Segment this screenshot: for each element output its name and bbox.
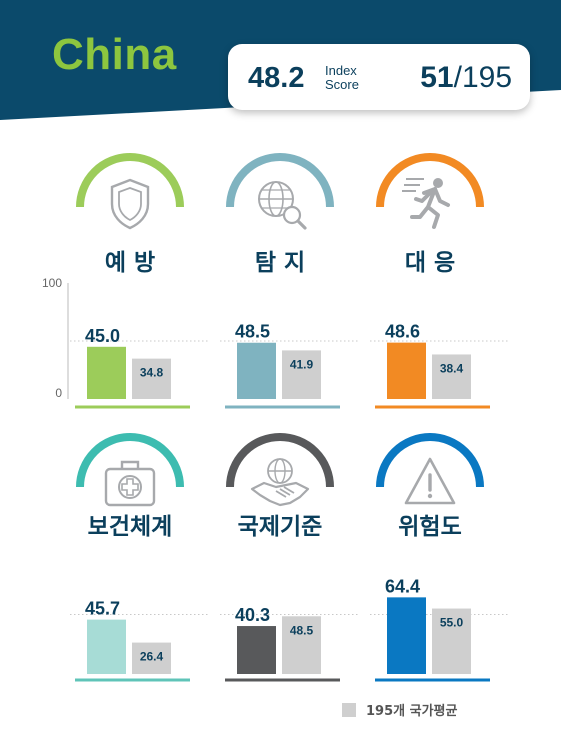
bar-average [282, 350, 321, 399]
rank-total: /195 [453, 61, 512, 94]
category-label: 보건체계 [88, 514, 173, 540]
gauge-arc [226, 433, 334, 488]
bar-average-value: 41.9 [290, 357, 314, 371]
bar-average-value: 48.5 [290, 623, 314, 637]
category-label: 국제기준 [238, 514, 323, 540]
bar-average [282, 616, 321, 674]
bar-average-value: 26.4 [140, 650, 164, 664]
rank: 51/195 [420, 61, 512, 95]
rank-value: 51 [420, 61, 454, 94]
globe-magnifier-icon [258, 181, 307, 230]
bar-average [432, 608, 471, 674]
running-person-icon [402, 178, 450, 229]
bar-average [132, 358, 171, 399]
bar-average [432, 354, 471, 399]
shield-icon [110, 178, 150, 230]
bar-country [87, 619, 126, 674]
gauge-arc [76, 153, 184, 208]
category-label: 탐 지 [255, 250, 305, 276]
y-tick-label: 100 [42, 276, 62, 290]
bar-country-value: 45.0 [85, 326, 120, 346]
index-score-label: Index Score [325, 64, 359, 92]
bar-average [132, 642, 171, 674]
gauge-arc [376, 433, 484, 488]
bar-average-value: 38.4 [440, 361, 464, 375]
index-score-label-line2: Score [325, 77, 359, 92]
bar-country-value: 45.7 [85, 599, 120, 619]
bar-country [387, 597, 426, 674]
legend: 195개 국가평균 [342, 700, 457, 719]
score-card: 48.2 Index Score 51/195 [228, 44, 530, 110]
bar-country-value: 40.3 [235, 605, 270, 625]
legend-label: 195개 국가평균 [366, 704, 458, 719]
bar-country [237, 626, 276, 674]
handshake-globe-icon [250, 458, 310, 507]
index-score-label-line1: Index [325, 63, 357, 78]
bar-country-value: 48.5 [235, 322, 270, 342]
bar-country [237, 342, 276, 399]
gauge-arc [76, 433, 184, 488]
index-score-value: 48.2 [248, 62, 305, 94]
bar-average-value: 34.8 [140, 366, 164, 380]
category-label: 예 방 [105, 250, 155, 276]
bar-country [387, 342, 426, 399]
first-aid-kit-icon [104, 460, 156, 507]
bar-average-value: 55.0 [440, 616, 464, 630]
category-label: 위험도 [398, 514, 461, 540]
bar-country-value: 64.4 [385, 576, 420, 596]
warning-triangle-icon [404, 457, 456, 505]
gauge-arc [226, 153, 334, 208]
y-tick-label: 0 [55, 386, 62, 400]
category-label: 대 응 [405, 250, 455, 276]
gauge-arc [376, 153, 484, 208]
country-title: China [52, 30, 177, 79]
legend-swatch [342, 702, 356, 717]
bar-country-value: 48.6 [385, 322, 420, 342]
bar-country [87, 346, 126, 399]
